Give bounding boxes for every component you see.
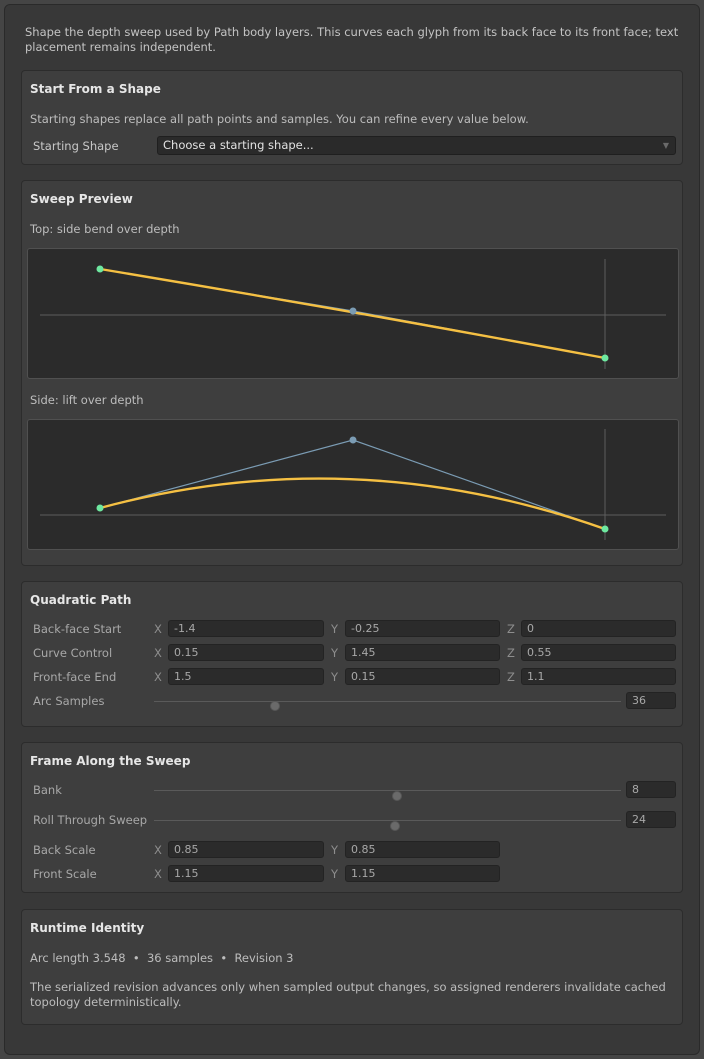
- curve-control-y-field[interactable]: 1.45: [345, 644, 500, 661]
- axis-y-label: Y: [331, 843, 339, 857]
- top-view-caption: Top: side bend over depth: [30, 222, 180, 236]
- back-start-y-field[interactable]: -0.25: [345, 620, 500, 637]
- starting-shape-label: Starting Shape: [33, 139, 119, 153]
- start-point-handle: [96, 265, 104, 273]
- section-title: Quadratic Path: [30, 593, 132, 607]
- front-scale-label: Front Scale: [33, 867, 97, 881]
- intro-text: Shape the depth sweep used by Path body …: [25, 25, 679, 54]
- start-shape-section: Start From a Shape Starting shapes repla…: [21, 70, 683, 165]
- curve-control-label: Curve Control: [33, 646, 113, 660]
- section-title: Start From a Shape: [30, 82, 161, 96]
- axis-x-label: X: [154, 646, 162, 660]
- axis-x-label: X: [154, 843, 162, 857]
- start-shape-note: Starting shapes replace all path points …: [30, 112, 529, 126]
- axis-y-label: Y: [331, 670, 339, 684]
- side-view-caption: Side: lift over depth: [30, 393, 144, 407]
- starting-shape-dropdown[interactable]: Choose a starting shape... ▼: [157, 136, 676, 155]
- front-face-end-label: Front-face End: [33, 670, 117, 684]
- front-end-z-field[interactable]: 1.1: [521, 668, 676, 685]
- sweep-curve: [99, 477, 606, 531]
- axis-z-label: Z: [507, 646, 515, 660]
- frame-section: Frame Along the Sweep Bank 8 Roll Throug…: [21, 742, 683, 893]
- section-title: Frame Along the Sweep: [30, 754, 191, 768]
- arc-samples-slider-track[interactable]: [154, 701, 621, 702]
- sweep-preview-section: Sweep Preview Top: side bend over depth …: [21, 180, 683, 566]
- control-polygon: [99, 439, 606, 530]
- roll-slider-track[interactable]: [154, 820, 621, 821]
- runtime-stats: Arc length 3.548 • 36 samples • Revision…: [30, 951, 294, 965]
- back-start-z-field[interactable]: 0: [521, 620, 676, 637]
- back-scale-y-field[interactable]: 0.85: [345, 841, 500, 858]
- arc-samples-field[interactable]: 36: [626, 692, 676, 709]
- curve-control-x-field[interactable]: 0.15: [168, 644, 324, 661]
- top-view-plot[interactable]: [27, 248, 679, 379]
- front-scale-x-field[interactable]: 1.15: [168, 865, 324, 882]
- start-point-handle: [96, 504, 104, 512]
- back-face-start-label: Back-face Start: [33, 622, 122, 636]
- curve-control-z-field[interactable]: 0.55: [521, 644, 676, 661]
- quadratic-path-section: Quadratic Path Back-face Start X -1.4 Y …: [21, 581, 683, 727]
- bank-slider-track[interactable]: [154, 790, 621, 791]
- runtime-identity-section: Runtime Identity Arc length 3.548 • 36 s…: [21, 909, 683, 1025]
- control-point-handle: [349, 307, 357, 315]
- end-point-handle: [601, 525, 609, 533]
- arc-samples-label: Arc Samples: [33, 694, 105, 708]
- arc-samples-slider-knob[interactable]: [270, 701, 281, 711]
- axis-z-label: Z: [507, 622, 515, 636]
- back-scale-label: Back Scale: [33, 843, 96, 857]
- runtime-description: The serialized revision advances only wh…: [30, 980, 666, 1009]
- front-end-y-field[interactable]: 0.15: [345, 668, 500, 685]
- back-start-x-field[interactable]: -1.4: [168, 620, 324, 637]
- control-point-handle: [349, 436, 357, 444]
- axis-x-label: X: [154, 670, 162, 684]
- axis-y-label: Y: [331, 867, 339, 881]
- axis-x-label: X: [154, 622, 162, 636]
- back-scale-x-field[interactable]: 0.85: [168, 841, 324, 858]
- roll-field[interactable]: 24: [626, 811, 676, 828]
- bank-field[interactable]: 8: [626, 781, 676, 798]
- roll-slider-knob[interactable]: [389, 821, 400, 831]
- bank-slider-knob[interactable]: [391, 791, 402, 801]
- roll-label: Roll Through Sweep: [33, 813, 148, 827]
- front-scale-y-field[interactable]: 1.15: [345, 865, 500, 882]
- axis-y-label: Y: [331, 622, 339, 636]
- chevron-down-icon: ▼: [662, 141, 669, 150]
- dropdown-value: Choose a starting shape...: [163, 138, 314, 152]
- section-title: Sweep Preview: [30, 192, 133, 206]
- section-title: Runtime Identity: [30, 921, 145, 935]
- front-end-x-field[interactable]: 1.5: [168, 668, 324, 685]
- side-view-plot[interactable]: [27, 419, 679, 550]
- axis-x-label: X: [154, 867, 162, 881]
- axis-z-label: Z: [507, 670, 515, 684]
- end-point-handle: [601, 354, 609, 362]
- bank-label: Bank: [33, 783, 62, 797]
- axis-y-label: Y: [331, 646, 339, 660]
- inspector-window: Shape the depth sweep used by Path body …: [4, 4, 700, 1055]
